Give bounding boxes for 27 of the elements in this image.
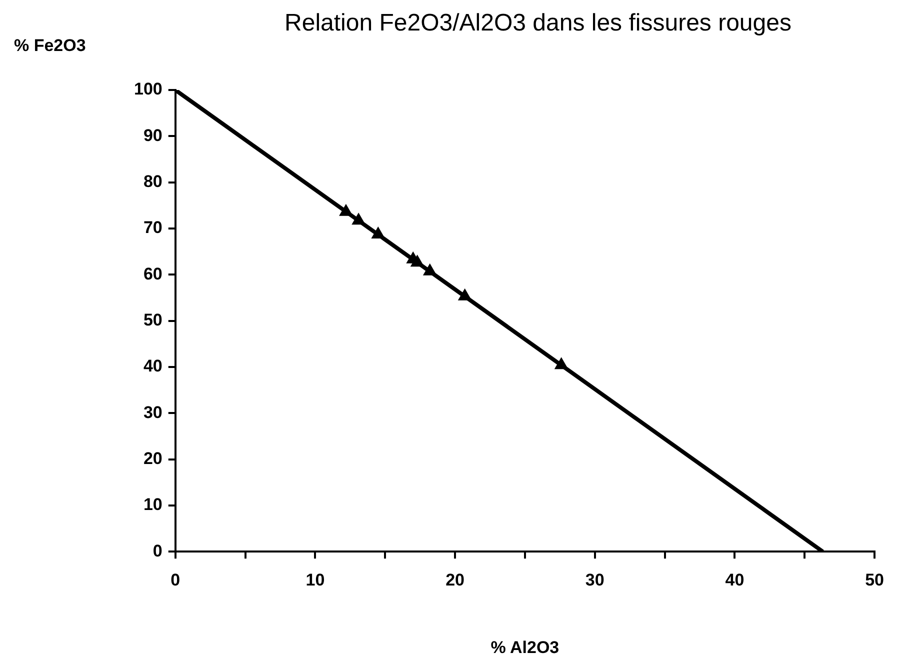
point — [554, 358, 568, 370]
point — [339, 204, 353, 216]
y-tick-label: 50 — [143, 310, 162, 330]
x-tick-label: 50 — [865, 570, 884, 590]
chart-title: Relation Fe2O3/Al2O3 dans les fissures rouges — [284, 10, 792, 37]
y-tick-label: 20 — [143, 448, 162, 468]
x-tick-label: 30 — [585, 570, 604, 590]
point — [458, 288, 472, 300]
x-tick-label: 10 — [306, 570, 325, 590]
y-tick-label: 10 — [143, 495, 162, 514]
y-tick-label: 30 — [143, 402, 162, 422]
point — [423, 264, 436, 276]
x-tick-label: 20 — [446, 570, 464, 590]
y-tick-label: 40 — [143, 356, 162, 376]
point — [372, 226, 385, 238]
y-tick-label: 80 — [143, 172, 162, 192]
y-axis-title: % Fe2O3 — [14, 36, 86, 56]
x-tick-label: 40 — [725, 570, 744, 590]
point — [352, 213, 366, 225]
y-tick-label: 100 — [134, 80, 162, 99]
y-tick-label: 70 — [143, 218, 162, 238]
point — [410, 255, 424, 267]
y-tick-label: 90 — [143, 126, 162, 145]
x-axis-title: % Al2O3 — [490, 638, 560, 658]
y-tick-label: 60 — [143, 264, 162, 284]
y-tick-label: 0 — [152, 541, 162, 560]
x-tick-label: 0 — [170, 570, 180, 590]
